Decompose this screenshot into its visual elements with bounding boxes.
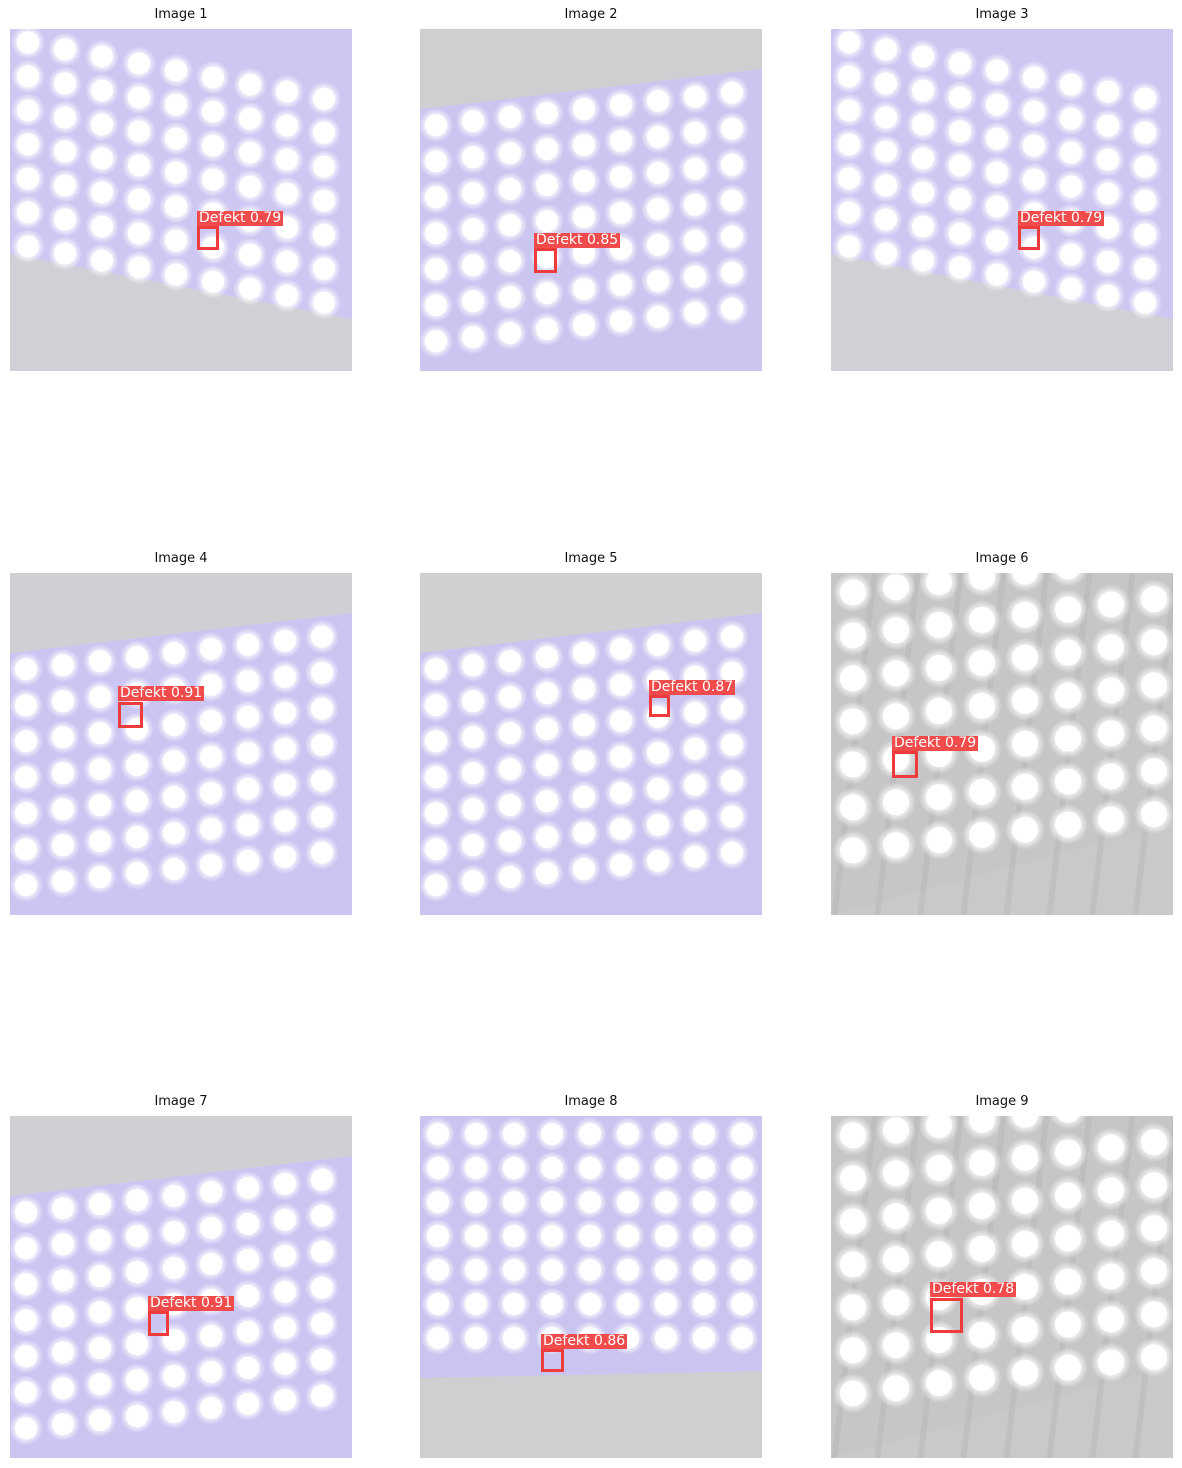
led-matrix-photo: Defekt 0.78: [831, 1116, 1173, 1458]
led-matrix-photo: Defekt 0.91: [10, 1116, 352, 1458]
detection-label: Defekt 0.91: [148, 1295, 235, 1311]
panel-title: Image 1: [154, 7, 208, 22]
detection-box: [930, 1298, 963, 1333]
detection-box: [148, 1311, 169, 1336]
detection-box: [1018, 226, 1040, 250]
panel-title: Image 5: [564, 551, 618, 566]
led-matrix-photo: Defekt 0.79: [831, 29, 1173, 371]
led-matrix-photo: Defekt 0.86: [420, 1116, 762, 1458]
led-matrix-photo: Defekt 0.79: [10, 29, 352, 371]
detection-box: [892, 751, 918, 778]
led-matrix-photo: Defekt 0.91: [10, 573, 352, 915]
detection-box: [534, 248, 557, 273]
detection-label: Defekt 0.78: [930, 1281, 1017, 1297]
panel-title: Image 9: [975, 1094, 1029, 1109]
panel-title: Image 8: [564, 1094, 618, 1109]
detection-label: Defekt 0.79: [197, 210, 284, 226]
detection-label: Defekt 0.79: [1018, 210, 1105, 226]
detection-box: [649, 695, 670, 717]
led-matrix-photo: Defekt 0.87: [420, 573, 762, 915]
panel-title: Image 3: [975, 7, 1029, 22]
detection-box: [197, 226, 219, 250]
panel-title: Image 4: [154, 551, 208, 566]
detection-box: [118, 702, 143, 728]
led-matrix-photo: Defekt 0.85: [420, 29, 762, 371]
detection-label: Defekt 0.85: [534, 232, 621, 248]
led-matrix-photo: Defekt 0.79: [831, 573, 1173, 915]
panel-title: Image 2: [564, 7, 618, 22]
detection-label: Defekt 0.91: [118, 685, 205, 701]
panel-title: Image 7: [154, 1094, 208, 1109]
detection-label: Defekt 0.86: [541, 1333, 628, 1349]
detection-label: Defekt 0.79: [892, 735, 979, 751]
detection-label: Defekt 0.87: [649, 679, 736, 695]
detection-box: [541, 1349, 564, 1372]
panel-title: Image 6: [975, 551, 1029, 566]
